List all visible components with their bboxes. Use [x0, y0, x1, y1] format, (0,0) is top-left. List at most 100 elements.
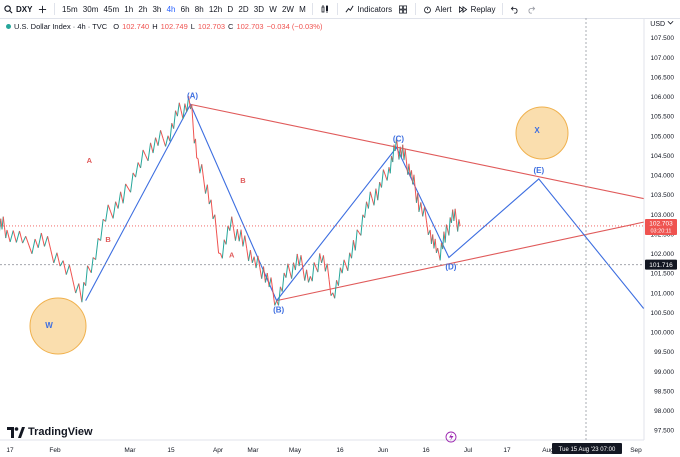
x-tick-label: 17 [6, 447, 14, 454]
price-segment [272, 291, 276, 306]
price-segment [255, 255, 259, 269]
price-segment [328, 279, 332, 296]
bar-countdown: 03:20:11 [650, 228, 671, 234]
subwave-label: A [229, 250, 235, 259]
price-segment [253, 256, 257, 269]
crosshair-date-value: Tue 15 Aug '23 07:00 [559, 447, 616, 453]
price-segment [140, 149, 144, 169]
price-segment [85, 265, 89, 286]
interval-2h[interactable]: 2h [138, 4, 148, 14]
price-segment [264, 272, 268, 283]
price-segment [386, 167, 390, 181]
price-segment [418, 202, 422, 213]
wave-label: (C) [393, 135, 404, 144]
price-segment [347, 252, 351, 271]
y-tick-label: 101.000 [651, 290, 675, 297]
price-segment [425, 220, 429, 235]
price-segment [165, 135, 169, 147]
interval-8h[interactable]: 8h [194, 4, 204, 14]
price-segment [5, 229, 8, 239]
lightning-icon [449, 433, 454, 441]
price-segment [298, 255, 302, 267]
price-segment [326, 263, 330, 280]
y-tick-label: 99.500 [654, 349, 674, 356]
price-segment [285, 263, 289, 278]
interval-3h[interactable]: 3h [152, 4, 162, 14]
price-segment [65, 264, 70, 275]
price-segment [240, 229, 244, 247]
layout-grid-icon [399, 5, 408, 13]
price-segment [377, 182, 381, 201]
chart-type-button[interactable] [317, 0, 333, 18]
indicators-icon [345, 5, 354, 12]
price-segment [53, 252, 58, 264]
currency-button[interactable]: USD [650, 20, 674, 28]
symbol-search[interactable]: DXY [0, 0, 35, 18]
interval-d[interactable]: D [227, 4, 234, 14]
interval-m[interactable]: M [299, 4, 306, 14]
crosshair-date-tag [552, 443, 622, 454]
interval-2d[interactable]: 2D [238, 4, 249, 14]
x-tick-label: Mar [124, 447, 136, 454]
price-segment [62, 260, 67, 275]
event-lightning-icon [445, 431, 457, 443]
undo-icon [511, 6, 518, 14]
price-segment [364, 201, 368, 218]
price-segment [457, 219, 460, 232]
price-segment [236, 229, 240, 242]
interval-3d[interactable]: 3D [253, 4, 265, 14]
price-segment [234, 229, 238, 241]
legend-o-label: O [113, 22, 120, 31]
interval-6h[interactable]: 6h [180, 4, 190, 14]
interval-1h[interactable]: 1h [124, 4, 134, 14]
price-segment [429, 229, 432, 245]
price-segment [37, 232, 42, 248]
undo-button[interactable] [507, 0, 523, 18]
price-segment [206, 184, 210, 205]
price-segment [307, 276, 311, 283]
price-segment [157, 130, 162, 146]
price-segment [319, 253, 323, 264]
price-segment [381, 169, 384, 188]
y-tick-label: 104.000 [651, 173, 675, 180]
indicators-button[interactable]: Indicators [342, 0, 395, 18]
interval-15m[interactable]: 15m [62, 4, 78, 14]
price-segment [294, 253, 298, 271]
price-segment [413, 174, 416, 189]
price-segment [257, 255, 261, 268]
x-tick-label: Feb [49, 447, 61, 454]
legend-l-value: 102.703 [197, 22, 226, 31]
price-segment [337, 267, 341, 286]
redo-button[interactable] [523, 0, 539, 18]
compare-button[interactable] [35, 0, 50, 18]
candles-icon [322, 5, 329, 13]
price-segment [408, 163, 411, 177]
price-segment [281, 272, 285, 292]
replay-button[interactable]: Replay [455, 0, 499, 18]
interval-45m[interactable]: 45m [103, 4, 120, 14]
layouts-button[interactable] [395, 0, 411, 18]
price-segment [40, 232, 45, 247]
price-segment [445, 224, 449, 231]
price-segment [300, 255, 304, 269]
price-segment [263, 266, 266, 283]
last-price-value: 102.703 [649, 220, 673, 227]
interval-4h[interactable]: 4h [166, 4, 176, 14]
wave-x-circle [515, 106, 569, 160]
price-segment [107, 204, 112, 212]
interval-w[interactable]: W [269, 4, 277, 14]
price-segment [444, 224, 447, 243]
interval-2w[interactable]: 2W [281, 4, 294, 14]
y-tick-label: 105.500 [651, 114, 675, 121]
price-segment [367, 191, 371, 209]
interval-30m[interactable]: 30m [82, 4, 99, 14]
price-segment [68, 264, 74, 280]
price-segment [182, 103, 186, 120]
interval-12h[interactable]: 12h [208, 4, 223, 14]
price-segment [420, 202, 424, 217]
alert-button[interactable]: Alert [420, 0, 454, 18]
price-segment [145, 155, 149, 162]
price-segment [59, 260, 64, 267]
price-segment [249, 250, 253, 263]
